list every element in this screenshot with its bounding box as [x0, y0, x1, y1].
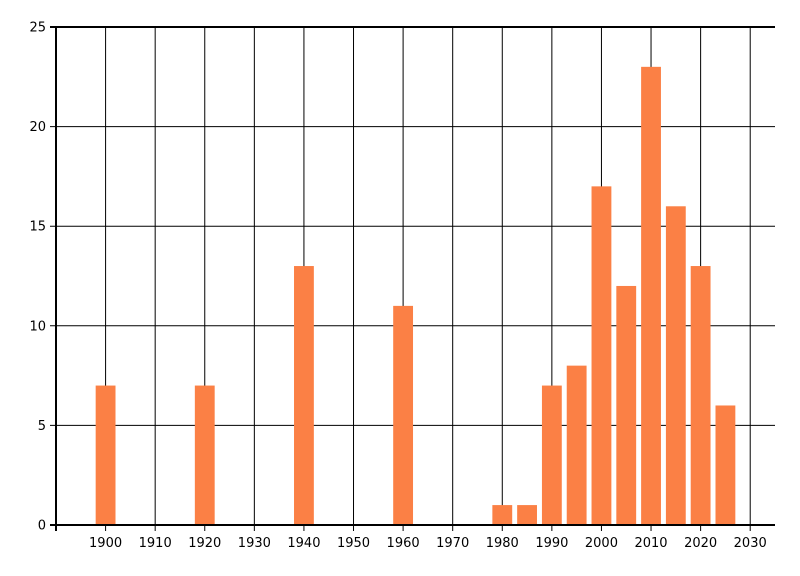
x-tick-label: 1910	[139, 536, 172, 551]
bar-1900	[95, 385, 116, 525]
x-tick-label: 1930	[238, 536, 271, 551]
x-tick-label: 2030	[734, 536, 767, 551]
bar-1980	[492, 505, 513, 525]
bar-2000	[591, 186, 612, 526]
x-tick-label: 1960	[387, 536, 420, 551]
bar-2005	[616, 285, 637, 525]
x-tick-label: 2010	[634, 536, 667, 551]
x-tick-label: 1940	[287, 536, 320, 551]
x-tick-label: 1970	[436, 536, 469, 551]
x-tick-label: 1950	[337, 536, 370, 551]
bar-1920	[194, 385, 215, 525]
y-tick-label: 20	[29, 120, 46, 135]
bar-1995	[566, 365, 587, 525]
bar-1985	[517, 505, 537, 525]
x-tick-label: 1990	[535, 536, 568, 551]
y-tick-label: 10	[29, 319, 46, 334]
x-tick-label: 1920	[188, 536, 221, 551]
y-tick-label: 25	[29, 21, 46, 36]
bar-1990	[541, 385, 562, 525]
x-tick-label: 2020	[684, 536, 717, 551]
bar-1940	[294, 266, 314, 525]
x-tick-label: 2000	[585, 536, 618, 551]
bar-1960	[393, 305, 414, 525]
bar-2015	[665, 206, 686, 525]
x-tick-label: 1980	[486, 536, 519, 551]
bar-2025	[715, 405, 736, 525]
bar-2020	[690, 266, 711, 525]
x-tick-label: 1900	[89, 536, 122, 551]
y-tick-label: 15	[29, 220, 46, 235]
y-tick-label: 5	[38, 419, 46, 434]
bar-2010	[641, 66, 661, 525]
y-tick-label: 0	[38, 519, 46, 534]
